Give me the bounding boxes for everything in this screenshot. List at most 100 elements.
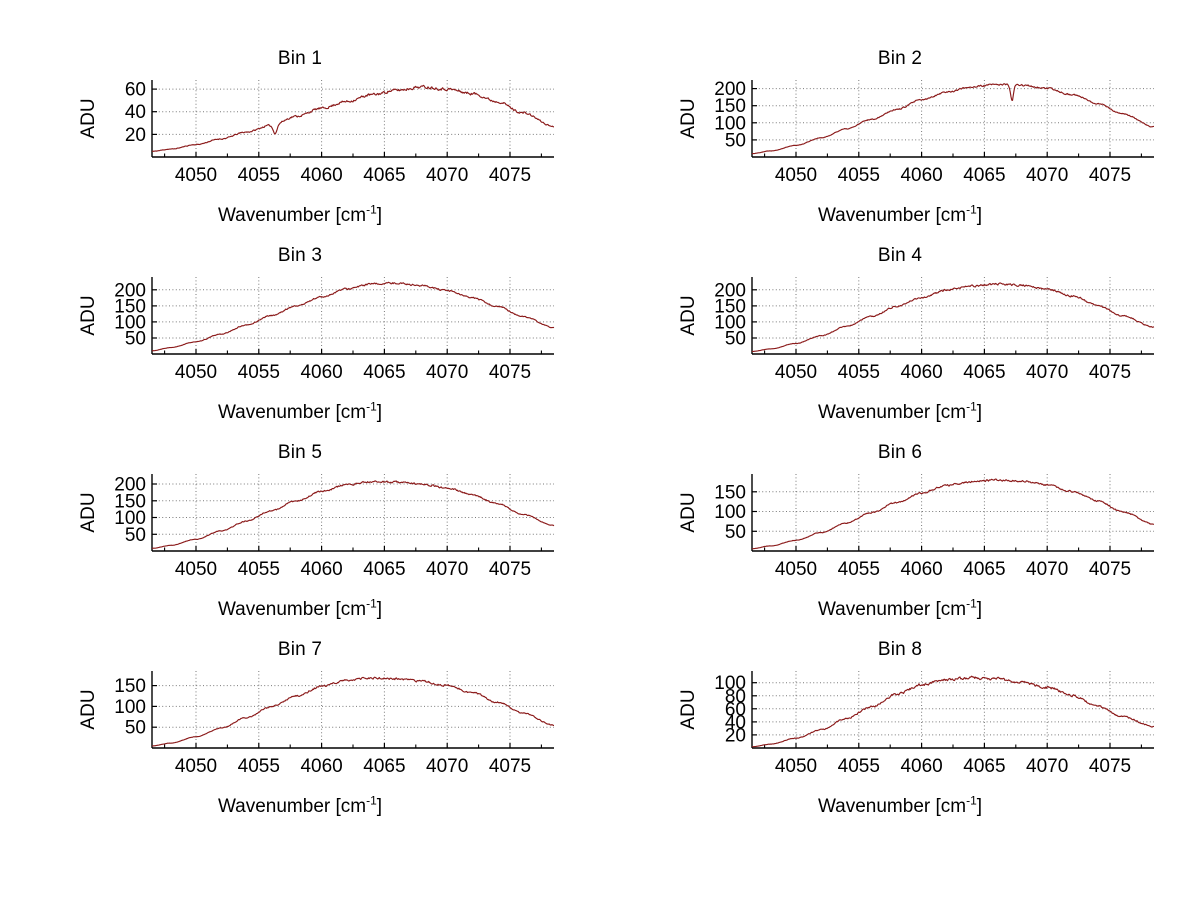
x-tick-label: 4070 <box>426 362 468 383</box>
plot-area[interactable]: 20 40 60 4050 4055 4060 4065 4070 4075 ADU <box>0 72 600 192</box>
y-axis-label: ADU <box>678 98 699 138</box>
x-tick-label: 4060 <box>900 756 942 777</box>
y-tick-label: 100 <box>714 502 746 523</box>
y-tick-label: 50 <box>725 329 746 350</box>
spectrum-curve <box>751 83 1155 155</box>
grid-layer <box>752 80 1154 157</box>
x-tick-label: 4065 <box>363 559 405 580</box>
x-axis-label: Wavenumber [cm-1] <box>0 204 600 227</box>
grid-layer <box>152 671 554 748</box>
x-axis-label-tail: ] <box>376 796 383 817</box>
tick-marks <box>764 546 1142 551</box>
x-tick-label: 4065 <box>963 362 1005 383</box>
y-tick-label: 50 <box>725 130 746 151</box>
y-axis-label: ADU <box>678 689 699 729</box>
y-tick-label: 150 <box>114 676 146 697</box>
x-tick-labels: 4050 4055 4060 4065 4070 4075 <box>775 756 1131 777</box>
x-tick-label: 4060 <box>300 756 342 777</box>
plot-area[interactable]: 50 100 150 200 4050 4055 4060 4065 4070 4075 ADU <box>0 269 600 389</box>
x-tick-label: 4060 <box>900 559 942 580</box>
y-tick-label: 50 <box>125 525 146 546</box>
x-tick-label: 4075 <box>489 559 531 580</box>
panel-title: Bin 7 <box>277 639 323 660</box>
plot-area[interactable]: 50 100 150 4050 4055 4060 4065 4070 4075 ADU <box>0 663 600 783</box>
plot-area[interactable]: 20 40 60 80 100 4050 4055 4060 4065 4070 4075 ADU <box>600 663 1200 783</box>
plot-panel: Bin 5 50 100 150 200 4050 4055 4060 4065 4070 40… <box>0 442 600 639</box>
plot-area[interactable]: 50 100 150 200 4050 4055 4060 4065 4070 4075 ADU <box>0 466 600 586</box>
x-tick-label: 4065 <box>963 165 1005 186</box>
x-tick-labels: 4050 4055 4060 4065 4070 4075 <box>175 559 531 580</box>
x-tick-label: 4050 <box>775 165 817 186</box>
y-tick-label: 100 <box>114 312 146 333</box>
y-tick-label: 40 <box>725 712 746 733</box>
x-tick-label: 4050 <box>775 756 817 777</box>
x-axis-label-exponent: -1 <box>966 793 977 808</box>
x-axis-label-exponent: -1 <box>366 793 377 808</box>
x-tick-label: 4060 <box>300 559 342 580</box>
x-axis-label-exponent: -1 <box>966 596 977 611</box>
x-axis-label: Wavenumber [cm-1] <box>0 401 600 424</box>
x-tick-label: 4055 <box>238 165 280 186</box>
x-tick-label: 4070 <box>1026 559 1068 580</box>
x-tick-label: 4075 <box>1089 756 1131 777</box>
x-tick-label: 4060 <box>900 362 942 383</box>
plot-area[interactable]: 50 100 150 4050 4055 4060 4065 4070 4075 ADU <box>600 466 1200 586</box>
x-axis-label-main: Wavenumber [cm <box>217 796 367 817</box>
y-tick-label: 60 <box>125 80 146 101</box>
y-tick-label: 150 <box>114 296 146 317</box>
x-tick-label: 4075 <box>1089 362 1131 383</box>
y-tick-label: 80 <box>725 686 746 707</box>
spectrum-curve <box>151 84 555 152</box>
x-tick-label: 4060 <box>300 362 342 383</box>
tick-marks <box>164 152 542 157</box>
y-tick-label: 50 <box>125 329 146 350</box>
y-tick-label: 100 <box>114 697 146 718</box>
x-tick-label: 4050 <box>175 362 217 383</box>
x-axis-label: Wavenumber [cm-1] <box>600 204 1200 227</box>
plot-area[interactable]: 50 100 150 200 4050 4055 4060 4065 4070 4075 ADU <box>600 269 1200 389</box>
spectrum-curve <box>751 675 1155 748</box>
x-tick-label: 4075 <box>489 362 531 383</box>
y-tick-label: 100 <box>714 312 746 333</box>
grid-layer <box>752 474 1154 551</box>
spectrum-curve <box>151 480 555 549</box>
x-axis-label-main: Wavenumber [cm <box>817 599 967 620</box>
spectrum-curve <box>151 676 555 747</box>
x-tick-label: 4055 <box>838 165 880 186</box>
x-tick-label: 4075 <box>1089 559 1131 580</box>
x-tick-label: 4065 <box>963 756 1005 777</box>
x-axis-label-main: Wavenumber [cm <box>817 796 967 817</box>
y-tick-label: 150 <box>714 96 746 117</box>
tick-marks <box>764 349 1142 354</box>
y-tick-label: 20 <box>725 725 746 746</box>
plot-panel: Bin 7 50 100 150 4050 4055 4060 4065 4070 4075 … <box>0 639 600 836</box>
x-tick-label: 4070 <box>426 559 468 580</box>
x-tick-label: 4055 <box>238 559 280 580</box>
x-tick-label: 4075 <box>1089 165 1131 186</box>
y-tick-label: 150 <box>114 491 146 512</box>
x-axis-label-tail: ] <box>976 599 983 620</box>
x-axis-label: Wavenumber [cm-1] <box>600 401 1200 424</box>
x-tick-label: 4050 <box>175 559 217 580</box>
panel-title: Bin 8 <box>877 639 923 660</box>
x-tick-label: 4050 <box>775 362 817 383</box>
panel-title: Bin 6 <box>877 442 923 463</box>
tick-marks <box>164 743 542 748</box>
x-tick-labels: 4050 4055 4060 4065 4070 4075 <box>175 756 531 777</box>
x-tick-label: 4065 <box>363 165 405 186</box>
plot-area[interactable]: 50 100 150 200 4050 4055 4060 4065 4070 4075 ADU <box>600 72 1200 192</box>
panel-title: Bin 4 <box>877 245 923 266</box>
grid-layer <box>752 671 1154 748</box>
y-tick-label: 200 <box>714 79 746 100</box>
x-tick-label: 4065 <box>963 559 1005 580</box>
y-tick-label: 200 <box>114 280 146 301</box>
plot-panel: Bin 1 20 40 60 4050 4055 4060 4065 4070 4075 AD… <box>0 48 600 245</box>
y-tick-label: 50 <box>725 522 746 543</box>
grid-layer <box>152 80 554 157</box>
